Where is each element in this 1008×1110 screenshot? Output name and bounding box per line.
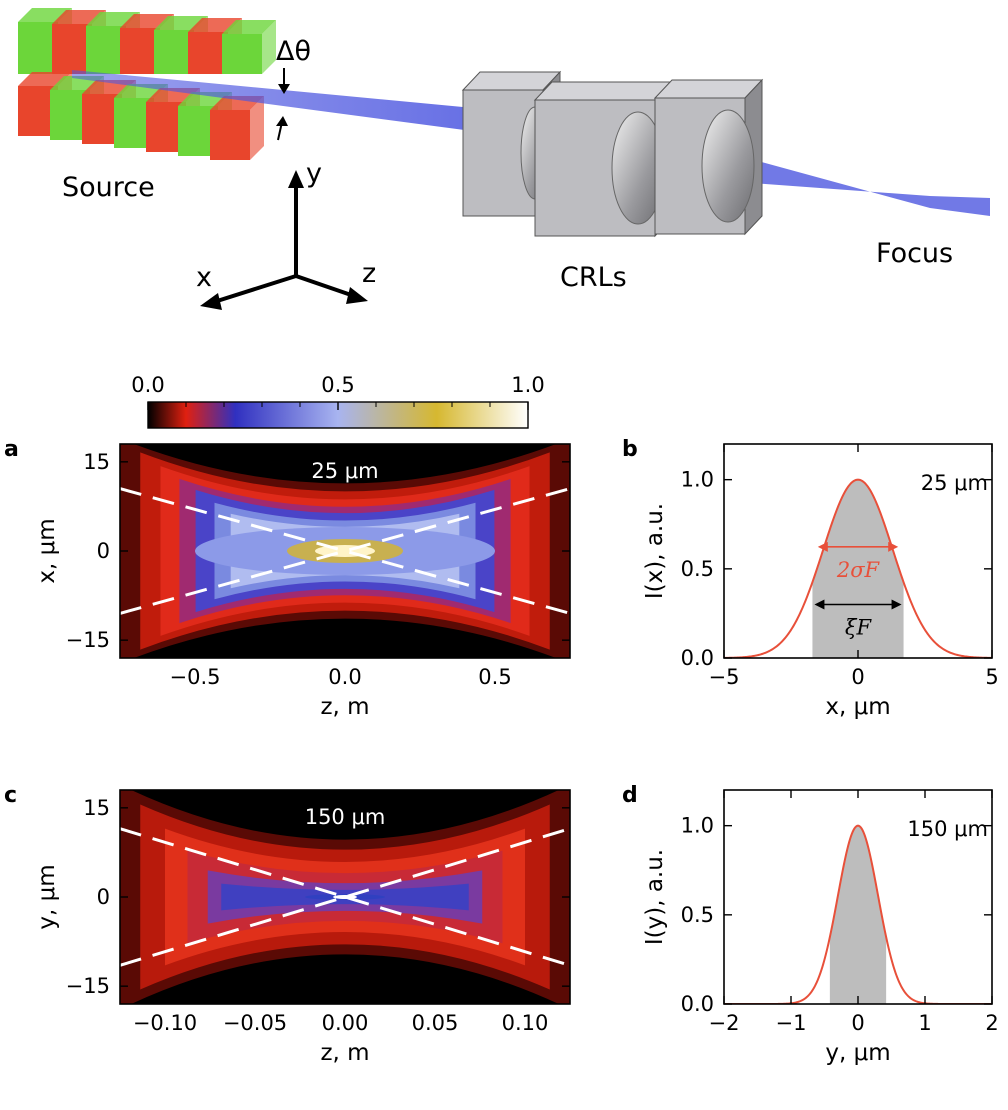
x-tick-label-a: 0.0 xyxy=(328,665,361,689)
sigma-arrowhead-left xyxy=(817,541,828,552)
x-tick-label-c: 0.05 xyxy=(412,1011,459,1035)
heatmap-c: 150 μm xyxy=(120,790,570,1004)
panel-label-b: b xyxy=(622,437,638,462)
shaded-region-d xyxy=(829,825,887,1004)
xi-arrowhead-left xyxy=(814,599,825,610)
panel-label-a: a xyxy=(4,437,19,462)
dashed-asymptote-a-1 xyxy=(120,487,570,615)
x-tick-label-d: 2 xyxy=(985,1011,998,1035)
crl-block-2 xyxy=(533,80,674,238)
y-tick-label-a: −15 xyxy=(66,628,110,652)
x-tick-label-c: −0.10 xyxy=(133,1011,197,1035)
heatmap-annotation-a: 25 μm xyxy=(311,459,378,483)
x-tick-label-b: 5 xyxy=(985,665,998,689)
magnet-bottom-6 xyxy=(210,96,264,160)
x-tick-label-c: 0.10 xyxy=(502,1011,549,1035)
x-tick-label-d: −1 xyxy=(776,1011,807,1035)
heatmap-core-peak-a xyxy=(315,545,375,557)
dashed-asymptote-c-1 xyxy=(120,827,570,967)
crl-block-3 xyxy=(653,78,764,236)
y-axis-label-d: I(y), a.u. xyxy=(642,849,668,945)
axis-label-y: y xyxy=(306,158,322,189)
coordinate-axes xyxy=(200,170,368,310)
y-tick-label-c: −15 xyxy=(66,974,110,998)
colorbar: 0.0 0.5 1.0 xyxy=(131,373,545,429)
y-tick-label-d: 0.0 xyxy=(681,992,714,1016)
x-tick-label-b: −5 xyxy=(709,665,740,689)
colorbar-tick-label: 0.0 xyxy=(131,373,164,397)
y-tick-label-b: 1.0 xyxy=(681,468,714,492)
axis-label-x: x xyxy=(196,262,212,293)
y-tick-label-a: 15 xyxy=(83,450,110,474)
heatmap-a: 25 μm xyxy=(120,444,570,658)
y-tick-label-d: 0.5 xyxy=(681,903,714,927)
y-tick-label-b: 0.5 xyxy=(681,557,714,581)
colorbar-tick-label: 1.0 xyxy=(511,373,544,397)
y-tick-label-a: 0 xyxy=(97,539,110,563)
y-axis-label-c: y, μm xyxy=(34,864,60,929)
y-axis-label-a: x, μm xyxy=(34,518,60,583)
xi-arrowhead-right xyxy=(891,599,902,610)
x-tick-label-b: 0 xyxy=(851,665,864,689)
magnet-top-6 xyxy=(222,20,276,74)
focus-label: Focus xyxy=(876,238,953,269)
axis-label-z: z xyxy=(362,258,376,289)
crl-label: CRLs xyxy=(560,262,627,293)
x-tick-label-d: 1 xyxy=(918,1011,931,1035)
x-axis-label-b: x, μm xyxy=(825,694,890,720)
heatmap-annotation-c: 150 μm xyxy=(305,805,386,829)
x-axis-label-a: z, m xyxy=(320,694,369,720)
x-axis-label-c: z, m xyxy=(320,1040,369,1066)
xi-label: ξF xyxy=(845,616,873,640)
profile-annotation-b: 25 μm xyxy=(921,471,988,495)
panel-label-c: c xyxy=(4,783,17,808)
colorbar-tick-label: 0.5 xyxy=(321,373,354,397)
crl-lenses xyxy=(461,70,764,238)
panel-d: d 150 μm −2 −1 0 1 2 0.0 0.5 1.0 y, μm I(y), a.u. xyxy=(622,783,999,1066)
colorbar-gradient xyxy=(147,401,529,429)
y-axis-label-b: I(x), a.u. xyxy=(642,503,668,599)
y-tick-label-b: 0.0 xyxy=(681,646,714,670)
x-axis-label-d: y, μm xyxy=(825,1040,890,1066)
x-tick-label-c: −0.05 xyxy=(223,1011,287,1035)
colorbar-ticks: 0.0 0.5 1.0 xyxy=(131,373,545,410)
schematic: Δθ Source CRLs Focus y x z xyxy=(18,8,990,310)
source-label: Source xyxy=(62,172,155,203)
panel-a: a 25 μm −0.5 0.0 0.5 15 0 −15 z, m x, μm xyxy=(4,437,571,720)
x-tick-label-a: 0.5 xyxy=(478,665,511,689)
shaded-region-b xyxy=(812,479,904,658)
sigma-label: 2σF xyxy=(836,558,881,582)
y-tick-label-c: 15 xyxy=(83,796,110,820)
divergence-label: Δθ xyxy=(276,36,311,67)
profile-annotation-d: 150 μm xyxy=(907,817,988,841)
x-tick-label-d: −2 xyxy=(709,1011,740,1035)
x-tick-label-a: −0.5 xyxy=(170,665,221,689)
dashed-asymptote-a-0 xyxy=(120,487,570,615)
panel-b: b 25 μm 2σF ξF −5 0 5 0.0 0.5 1.0 x, μm I(x), a.u… xyxy=(622,437,999,720)
y-tick-label-d: 1.0 xyxy=(681,814,714,838)
divergence-marker xyxy=(276,68,290,141)
x-tick-label-c: 0.00 xyxy=(322,1011,369,1035)
panel-c: c 150 μm −0.10 −0.05 0.00 0.05 0.10 15 0 −15 z, … xyxy=(4,783,571,1066)
dashed-asymptote-c-0 xyxy=(120,827,570,967)
undulator-magnets xyxy=(18,8,276,160)
sigma-arrowhead-right xyxy=(888,541,899,552)
panel-label-d: d xyxy=(622,783,638,808)
x-tick-label-d: 0 xyxy=(851,1011,864,1035)
intensity-curve-b xyxy=(724,478,992,658)
y-tick-label-c: 0 xyxy=(97,885,110,909)
